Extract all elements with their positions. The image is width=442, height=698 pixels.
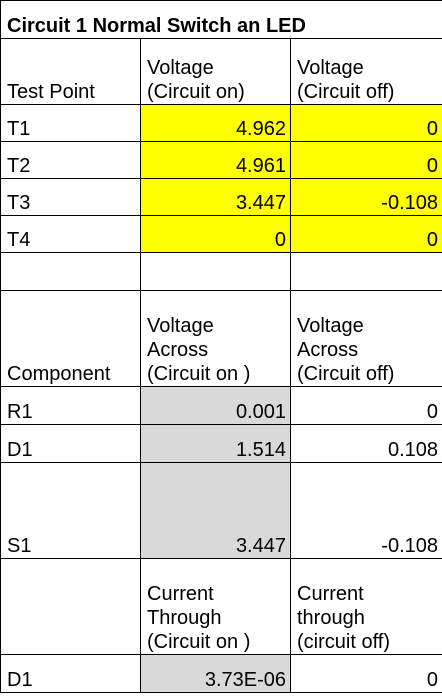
table-row: T1 4.962 0: [0, 104, 442, 142]
row-label[interactable]: R1: [0, 386, 141, 425]
voltage-off-cell[interactable]: -0.108: [289, 178, 442, 216]
table-row: D1 1.514 0.108: [0, 424, 442, 463]
row-label[interactable]: T1: [0, 104, 141, 142]
voltage-across-on-cell[interactable]: 3.447: [140, 462, 291, 559]
voltage-off-cell[interactable]: 0: [289, 141, 442, 179]
header-line: Current: [297, 583, 364, 605]
table-row: T4 0 0: [0, 215, 442, 253]
header-line: Through: [147, 607, 222, 629]
header-line: (circuit off): [297, 631, 390, 653]
voltage-off-cell[interactable]: 0: [289, 104, 442, 142]
empty-cell[interactable]: [140, 252, 291, 291]
header-line: (Circuit on ): [147, 631, 251, 653]
header-line: (Circuit on): [147, 81, 245, 103]
empty-cell[interactable]: [0, 558, 141, 655]
voltage-across-off-cell[interactable]: 0: [289, 386, 442, 425]
voltage-off-cell[interactable]: 0: [289, 215, 442, 253]
header-line: Voltage: [147, 315, 214, 337]
table-row: R1 0.001 0: [0, 386, 442, 425]
row-label[interactable]: T2: [0, 141, 141, 179]
empty-cell[interactable]: [0, 252, 141, 291]
header-test-point[interactable]: Test Point: [0, 38, 141, 105]
voltage-across-on-cell[interactable]: 0.001: [140, 386, 291, 425]
header-line: Voltage: [297, 57, 364, 79]
header-component[interactable]: Component: [0, 290, 141, 387]
header-line: Across: [147, 339, 209, 361]
voltage-on-cell[interactable]: 4.961: [140, 141, 291, 179]
header-voltage-off[interactable]: Voltage (Circuit off): [289, 38, 442, 105]
header-line: (Circuit off): [297, 363, 395, 385]
voltage-on-cell[interactable]: 3.447: [140, 178, 291, 216]
header-line: (Circuit on ): [147, 363, 251, 385]
title-row: Circuit 1 Normal Switch an LED: [0, 0, 442, 39]
row-label[interactable]: D1: [0, 654, 141, 693]
section1-header-row: Test Point Voltage (Circuit on) Voltage …: [0, 38, 442, 105]
current-on-cell[interactable]: 3.73E-06: [140, 654, 291, 693]
header-line: Across: [297, 339, 359, 361]
empty-cell[interactable]: [289, 252, 442, 291]
table-row: D1 3.73E-06 0: [0, 654, 442, 693]
section2-header-row: Component Voltage Across (Circuit on ) V…: [0, 290, 442, 387]
header-voltage-across-on[interactable]: Voltage Across (Circuit on ): [140, 290, 291, 387]
sheet-title[interactable]: Circuit 1 Normal Switch an LED: [0, 0, 442, 39]
table-row: S1 3.447 -0.108: [0, 462, 442, 559]
row-label[interactable]: D1: [0, 424, 141, 463]
voltage-on-cell[interactable]: 4.962: [140, 104, 291, 142]
header-line: Current: [147, 583, 214, 605]
table-row: T2 4.961 0: [0, 141, 442, 179]
row-label[interactable]: T3: [0, 178, 141, 216]
table-row: T3 3.447 -0.108: [0, 178, 442, 216]
voltage-across-off-cell[interactable]: 0.108: [289, 424, 442, 463]
voltage-across-on-cell[interactable]: 1.514: [140, 424, 291, 463]
header-current-through-off[interactable]: Current through (circuit off): [289, 558, 442, 655]
header-line: Voltage: [297, 315, 364, 337]
header-line: through: [297, 607, 365, 629]
section3-header-row: Current Through (Circuit on ) Current th…: [0, 558, 442, 655]
voltage-across-off-cell[interactable]: -0.108: [289, 462, 442, 559]
header-voltage-across-off[interactable]: Voltage Across (Circuit off): [289, 290, 442, 387]
empty-row: [0, 252, 442, 291]
header-current-through-on[interactable]: Current Through (Circuit on ): [140, 558, 291, 655]
header-line: (Circuit off): [297, 81, 395, 103]
header-line: Voltage: [147, 57, 214, 79]
current-off-cell[interactable]: 0: [289, 654, 442, 693]
row-label[interactable]: S1: [0, 462, 141, 559]
row-label[interactable]: T4: [0, 215, 141, 253]
voltage-on-cell[interactable]: 0: [140, 215, 291, 253]
header-voltage-on[interactable]: Voltage (Circuit on): [140, 38, 291, 105]
